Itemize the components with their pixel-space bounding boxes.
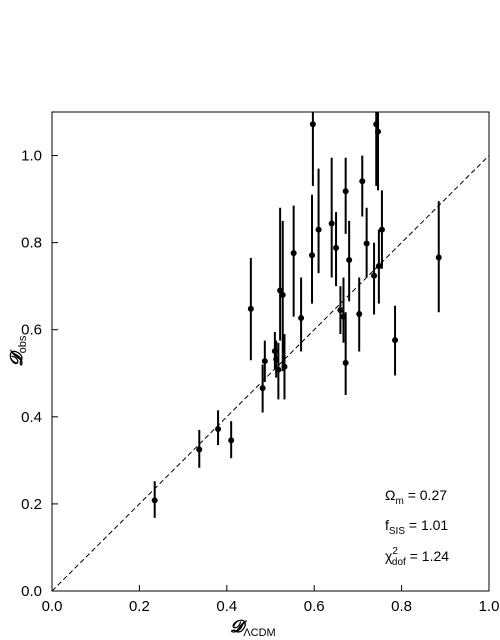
data-point: [435, 254, 442, 261]
data-point: [281, 363, 288, 370]
data-point: [298, 314, 305, 321]
y-tick-label: 0.6: [21, 322, 42, 339]
data-point: [333, 244, 340, 251]
data-point: [273, 356, 280, 363]
data-point: [363, 240, 370, 247]
data-point: [277, 287, 284, 294]
data-point: [359, 178, 366, 185]
data-point: [290, 250, 297, 257]
data-point: [375, 263, 382, 270]
y-axis-label: 𝓓obs: [7, 335, 29, 366]
y-axis-label-sub: obs: [17, 335, 29, 353]
data-point: [342, 359, 349, 366]
data-point: [309, 252, 316, 259]
annotation-omega-m: Ωm = 0.27: [385, 487, 447, 507]
data-point: [392, 337, 399, 344]
y-tick-label: 0.0: [21, 583, 42, 600]
fit-annotations: Ωm = 0.27 fSIS = 1.01 χ2 dof = 1.24: [385, 487, 449, 568]
data-point: [279, 291, 286, 298]
data-point: [342, 188, 349, 195]
x-tick-label: 0.8: [391, 598, 412, 615]
data-point: [228, 437, 235, 444]
y-tick-label: 1.0: [21, 148, 42, 165]
data-point: [378, 226, 385, 233]
data-point: [261, 358, 268, 365]
x-tick-label: 0.2: [129, 598, 150, 615]
x-axis-label-sub: ΛCDM: [243, 627, 275, 639]
annotation-f-sis: fSIS = 1.01: [385, 517, 448, 537]
reference-line-one-to-one: [51, 155, 490, 592]
plot-frame: [51, 111, 490, 592]
data-point: [356, 311, 363, 318]
x-tick-label: 1.0: [479, 598, 500, 615]
data-point: [309, 121, 316, 128]
data-point: [337, 307, 344, 314]
y-tick-label: 0.4: [21, 409, 42, 426]
data-point: [346, 257, 353, 264]
y-tick-label: 0.2: [21, 496, 42, 513]
x-axis-label-main: 𝓓: [230, 617, 247, 636]
x-tick-label: 0.0: [42, 598, 63, 615]
data-point: [371, 272, 378, 279]
y-axis-label-main: 𝓓: [7, 349, 26, 366]
x-tick-label: 0.4: [216, 598, 237, 615]
x-tick-label: 0.6: [304, 598, 325, 615]
data-point: [275, 366, 282, 373]
data-point: [151, 497, 158, 504]
data-point: [328, 220, 335, 227]
data-point: [271, 348, 278, 355]
data-point: [196, 446, 203, 453]
data-point: [247, 305, 254, 312]
data-point: [375, 128, 382, 135]
data-point: [259, 385, 266, 392]
data-point: [340, 313, 347, 320]
data-point: [315, 226, 322, 233]
data-point: [215, 426, 222, 433]
y-tick-label: 0.8: [21, 235, 42, 252]
x-axis-label: 𝓓ΛCDM: [230, 617, 275, 639]
annotation-chi2-dof: χ2 dof = 1.24: [385, 546, 449, 568]
data-point: [373, 121, 380, 128]
